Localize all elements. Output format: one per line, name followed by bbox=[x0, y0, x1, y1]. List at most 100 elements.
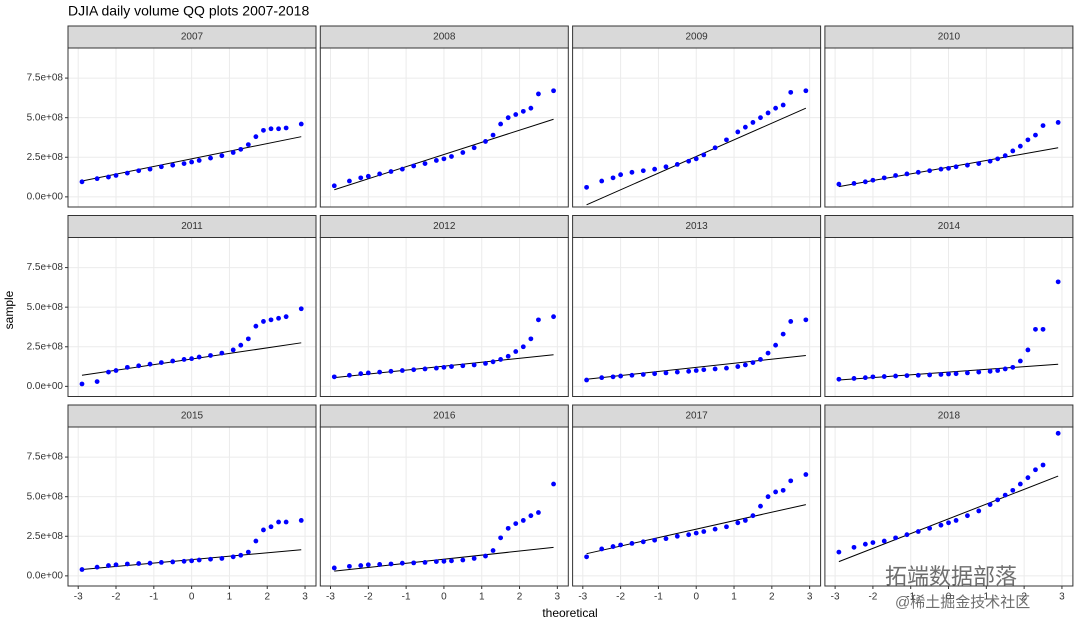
point bbox=[1055, 430, 1061, 436]
point bbox=[946, 371, 951, 377]
point bbox=[663, 164, 669, 170]
point bbox=[724, 524, 729, 530]
panel-title: 2010 bbox=[938, 32, 961, 43]
point bbox=[498, 357, 504, 362]
x-tick-label: 0 bbox=[441, 592, 447, 603]
point bbox=[584, 377, 589, 383]
panel-title: 2016 bbox=[433, 411, 456, 422]
point bbox=[701, 529, 707, 534]
point bbox=[433, 559, 439, 565]
point bbox=[773, 342, 779, 348]
point bbox=[712, 366, 718, 372]
point bbox=[331, 183, 337, 189]
point bbox=[674, 161, 680, 167]
point bbox=[208, 353, 213, 358]
x-tick-label: 0 bbox=[693, 592, 699, 603]
point bbox=[94, 176, 100, 182]
point bbox=[803, 317, 809, 323]
point bbox=[399, 368, 405, 373]
point bbox=[780, 487, 786, 493]
y-tick-label: 2.5e+08 bbox=[27, 152, 64, 163]
point bbox=[938, 522, 944, 528]
point bbox=[347, 178, 352, 184]
point bbox=[490, 359, 496, 365]
x-tick-label: -3 bbox=[74, 592, 83, 603]
point bbox=[946, 165, 951, 171]
point bbox=[610, 175, 616, 181]
point bbox=[851, 544, 857, 550]
point bbox=[181, 558, 187, 564]
point bbox=[189, 356, 195, 362]
point bbox=[881, 374, 887, 379]
point bbox=[674, 369, 680, 375]
point bbox=[836, 181, 842, 187]
point bbox=[505, 353, 511, 359]
x-tick-label: 1 bbox=[479, 592, 485, 603]
point bbox=[953, 518, 959, 523]
point bbox=[788, 89, 794, 95]
point bbox=[862, 541, 868, 547]
point bbox=[208, 155, 213, 161]
point bbox=[283, 125, 289, 131]
reference-line bbox=[334, 118, 554, 191]
point bbox=[238, 342, 244, 348]
point bbox=[196, 354, 202, 360]
point bbox=[618, 172, 624, 178]
point bbox=[836, 376, 842, 382]
point bbox=[268, 126, 274, 132]
point bbox=[881, 175, 887, 181]
panel-border bbox=[824, 47, 1074, 208]
panel-border bbox=[319, 237, 569, 397]
point bbox=[701, 152, 707, 158]
point bbox=[1055, 120, 1061, 125]
x-tick-label: -2 bbox=[616, 592, 625, 603]
point bbox=[750, 513, 756, 519]
panel-border bbox=[824, 426, 1074, 587]
point bbox=[106, 174, 111, 180]
point bbox=[618, 542, 624, 548]
point bbox=[449, 364, 454, 369]
x-tick-label: -1 bbox=[654, 592, 663, 603]
point bbox=[1040, 123, 1046, 128]
point bbox=[851, 376, 857, 381]
x-axis-label: theoretical bbox=[542, 606, 597, 620]
y-tick-label: 2.5e+08 bbox=[27, 341, 64, 352]
point bbox=[377, 369, 383, 375]
point bbox=[904, 373, 910, 378]
point bbox=[712, 145, 718, 151]
point bbox=[388, 368, 394, 374]
point bbox=[915, 529, 921, 534]
reference-line bbox=[586, 504, 806, 555]
panel-title: 2015 bbox=[181, 411, 204, 422]
point bbox=[780, 102, 786, 108]
point bbox=[851, 181, 857, 186]
point bbox=[629, 372, 635, 378]
point bbox=[946, 520, 951, 526]
point bbox=[915, 169, 921, 175]
point bbox=[938, 372, 944, 377]
point bbox=[460, 363, 466, 369]
point bbox=[433, 365, 439, 371]
point bbox=[283, 314, 289, 320]
y-tick-label: 2.5e+08 bbox=[27, 531, 64, 542]
point bbox=[735, 520, 741, 526]
point bbox=[331, 374, 337, 380]
y-tick-label: 0.0e+00 bbox=[27, 571, 64, 582]
point bbox=[1025, 137, 1031, 143]
point bbox=[79, 179, 85, 185]
point bbox=[181, 161, 187, 167]
point bbox=[927, 525, 933, 531]
point bbox=[238, 552, 244, 558]
point bbox=[441, 156, 447, 162]
point bbox=[261, 319, 266, 324]
point bbox=[528, 105, 534, 111]
point bbox=[773, 105, 779, 111]
point bbox=[460, 557, 466, 563]
point bbox=[490, 132, 496, 138]
panel-border bbox=[572, 47, 822, 208]
point bbox=[113, 173, 119, 178]
point bbox=[422, 366, 428, 372]
point bbox=[953, 164, 959, 170]
watermark: @稀土掘金技术社区 bbox=[895, 594, 1030, 611]
panel-border bbox=[572, 237, 822, 397]
